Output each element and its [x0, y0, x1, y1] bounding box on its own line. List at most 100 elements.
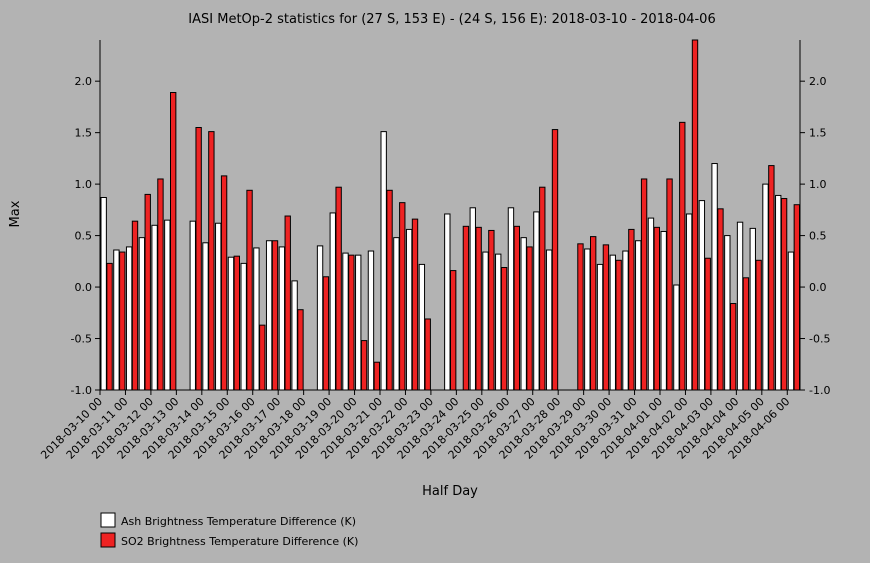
ash-bar [609, 254, 616, 391]
y-tick-label-right: -1.0 [809, 384, 830, 397]
so2-bar [271, 240, 279, 391]
so2-bar [653, 226, 660, 391]
ash-bar [125, 246, 133, 391]
ash-bar [444, 213, 451, 391]
so2-bar [462, 225, 470, 391]
ash-bar [189, 220, 196, 391]
ash-bar [660, 230, 667, 391]
ash-bar [533, 211, 540, 391]
legend-label-ash: Ash Brightness Temperature Difference (K… [121, 515, 356, 528]
so2-bar [730, 303, 737, 391]
ash-bar [673, 284, 680, 391]
ash-bar [762, 183, 769, 391]
ash-bar [685, 213, 693, 391]
legend: Ash Brightness Temperature Difference (K… [100, 512, 358, 548]
so2-bar [119, 251, 126, 391]
so2-bar [780, 198, 788, 391]
so2-bar [170, 92, 177, 391]
ash-bar [405, 228, 413, 391]
legend-label-so2: SO2 Brightness Temperature Difference (K… [121, 535, 358, 548]
so2-bar [411, 218, 419, 391]
so2-bar [284, 215, 291, 391]
ash-bar [151, 224, 158, 391]
so2-bar [500, 267, 508, 391]
ash-bar [495, 253, 502, 391]
ash-bar [635, 240, 642, 391]
ash-bar [724, 235, 731, 391]
so2-bar [590, 236, 597, 391]
so2-bar [322, 276, 330, 391]
ash-bar [355, 254, 362, 391]
so2-bar [195, 127, 202, 391]
y-tick-label-right: -0.5 [809, 333, 830, 346]
bars-group [100, 39, 800, 391]
y-tick-label-left: 1.0 [75, 178, 93, 191]
so2-bar [628, 228, 635, 391]
ash-bar [164, 219, 171, 391]
ash-bar [227, 256, 235, 391]
so2-bar [106, 262, 113, 391]
ash-bar [253, 247, 260, 391]
so2-bar [157, 178, 164, 391]
so2-bar [208, 131, 215, 391]
ash-bar [367, 250, 375, 391]
so2-bar [742, 277, 750, 391]
y-axis-label: Max [8, 200, 23, 227]
y-tick-label-left: 0.0 [75, 281, 93, 294]
ash-bar [545, 249, 553, 391]
ash-bar [202, 242, 209, 391]
ash-bar [278, 246, 286, 391]
so2-bar [259, 324, 266, 391]
ash-bar [342, 252, 349, 391]
so2-bar [539, 186, 546, 391]
so2-bar [348, 254, 355, 391]
chart-title: IASI MetOp-2 statistics for (27 S, 153 E… [188, 12, 715, 27]
ash-bar [698, 200, 706, 391]
y-ticks-group: -1.0 -1.0 -0.5 -0.5 0.0 0.0 0.5 0.5 1.0 1.0 1.5 1.5… [71, 75, 831, 397]
y-tick-label-right: 0.5 [809, 230, 827, 243]
so2-bar [399, 202, 406, 391]
so2-bar [475, 226, 482, 391]
so2-bar [513, 225, 520, 391]
y-tick-label-right: 1.0 [809, 178, 827, 191]
so2-bar [131, 220, 139, 391]
so2-bar [615, 259, 622, 391]
ash-bar [584, 248, 591, 391]
ash-bar [507, 207, 515, 391]
so2-bar [755, 259, 762, 391]
ash-bar [138, 237, 146, 391]
x-axis-label: Half Day [422, 484, 478, 499]
so2-bar [704, 257, 711, 391]
y-tick-label-left: 1.5 [75, 127, 93, 140]
ash-bar [482, 251, 489, 391]
ash-bar [711, 163, 718, 391]
so2-bar [450, 270, 457, 391]
ash-bar [100, 197, 107, 391]
ash-bar [596, 263, 604, 391]
so2-bar [793, 204, 800, 391]
so2-bar [335, 186, 342, 391]
ash-bar [622, 250, 629, 391]
ash-bar [265, 240, 273, 391]
so2-bar [488, 229, 495, 391]
so2-bar [717, 208, 724, 391]
so2-bar [144, 193, 151, 391]
ash-bar [329, 212, 336, 391]
so2-bar [602, 244, 610, 391]
ash-bar [380, 131, 387, 391]
y-tick-label-right: 2.0 [809, 75, 827, 88]
y-tick-label-left: -0.5 [71, 333, 92, 346]
so2-bar [577, 243, 584, 391]
so2-bar [386, 189, 393, 391]
ash-bar [215, 222, 222, 391]
so2-bar [297, 309, 304, 391]
y-tick-label-left: 0.5 [75, 230, 93, 243]
so2-bar [424, 318, 431, 391]
so2-bar [233, 255, 241, 391]
so2-bar [666, 178, 673, 391]
ash-bar [520, 237, 527, 391]
y-tick-label-left: -1.0 [71, 384, 92, 397]
so2-bar [640, 178, 648, 391]
